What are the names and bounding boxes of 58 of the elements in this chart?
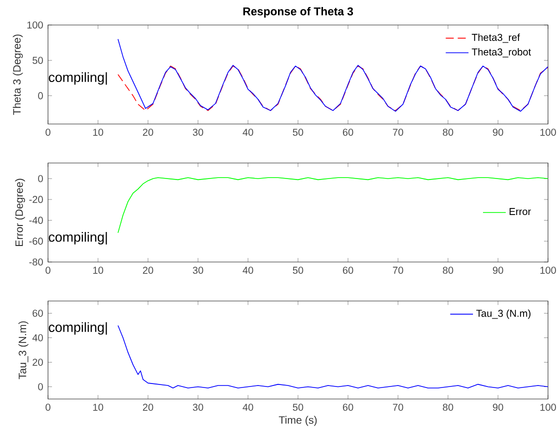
y-tick-label: 0 — [38, 175, 43, 182]
y-tick-label: 20 — [32, 358, 43, 366]
x-tick-label: 30 — [192, 266, 204, 274]
y-axis-title: Tau_3 (N.m) — [18, 321, 28, 380]
y-tick-label: -20 — [29, 196, 43, 204]
legend-label: Tau_3 (N.m) — [476, 310, 530, 319]
x-tick-label: 50 — [292, 266, 304, 274]
x-tick-label: 60 — [342, 266, 354, 274]
x-tick-label: 0 — [46, 128, 50, 136]
legend-label: Error — [510, 208, 531, 216]
x-tick-label: 50 — [292, 404, 304, 411]
y-tick-label: 0 — [38, 92, 43, 100]
x-tick-label: 100 — [540, 266, 556, 274]
x-tick-label: 60 — [342, 404, 354, 411]
x-tick-label: 20 — [142, 404, 154, 411]
x-tick-label: 90 — [492, 128, 504, 136]
x-tick-label: 90 — [492, 266, 504, 274]
x-tick-label: 0 — [46, 404, 50, 411]
x-tick-label: 70 — [392, 128, 404, 136]
x-tick-label: 80 — [442, 266, 454, 274]
line-series — [118, 66, 548, 111]
x-tick-label: 30 — [192, 404, 204, 411]
x-tick-label: 10 — [93, 128, 104, 136]
x-tick-label: 20 — [142, 128, 154, 136]
y-tick-label: 40 — [32, 334, 43, 342]
y-tick-label: 100 — [27, 21, 43, 29]
x-tick-label: 40 — [242, 404, 254, 411]
x-tick-label: 80 — [442, 128, 454, 136]
y-tick-label: 0 — [38, 383, 43, 390]
x-tick-label: 70 — [392, 404, 404, 411]
x-tick-label: 70 — [392, 266, 404, 274]
x-tick-label: 10 — [93, 404, 104, 411]
x-tick-label: 10 — [93, 266, 104, 274]
annotation: compiling| — [48, 232, 107, 244]
legend-label: Theta3_ref — [472, 34, 520, 43]
x-tick-label: 80 — [442, 404, 454, 411]
x-tick-label: 40 — [242, 128, 254, 136]
x-tick-label: 40 — [242, 266, 254, 274]
annotation: compiling| — [48, 72, 107, 85]
x-axis-title: Time (s) — [278, 416, 317, 426]
x-tick-label: 100 — [540, 404, 556, 411]
annotation: compiling| — [48, 322, 107, 335]
x-tick-label: 60 — [342, 128, 354, 136]
y-tick-label: 60 — [32, 310, 43, 317]
x-tick-label: 0 — [46, 266, 50, 274]
legend-label: Theta3_robot — [472, 48, 531, 58]
y-tick-label: -80 — [29, 258, 43, 266]
x-tick-label: 100 — [540, 128, 556, 136]
y-tick-label: -40 — [29, 216, 43, 224]
x-tick-label: 20 — [142, 266, 154, 274]
y-tick-label: 50 — [32, 56, 43, 64]
chart-title: Response of Theta 3 — [243, 7, 354, 18]
y-axis-title: Error (Degree) — [15, 178, 26, 246]
x-tick-label: 30 — [192, 128, 204, 136]
y-axis-title: Theta 3 (Degree) — [12, 34, 23, 115]
x-tick-label: 90 — [492, 404, 504, 411]
x-tick-label: 50 — [292, 128, 304, 136]
y-tick-label: -60 — [29, 238, 43, 245]
